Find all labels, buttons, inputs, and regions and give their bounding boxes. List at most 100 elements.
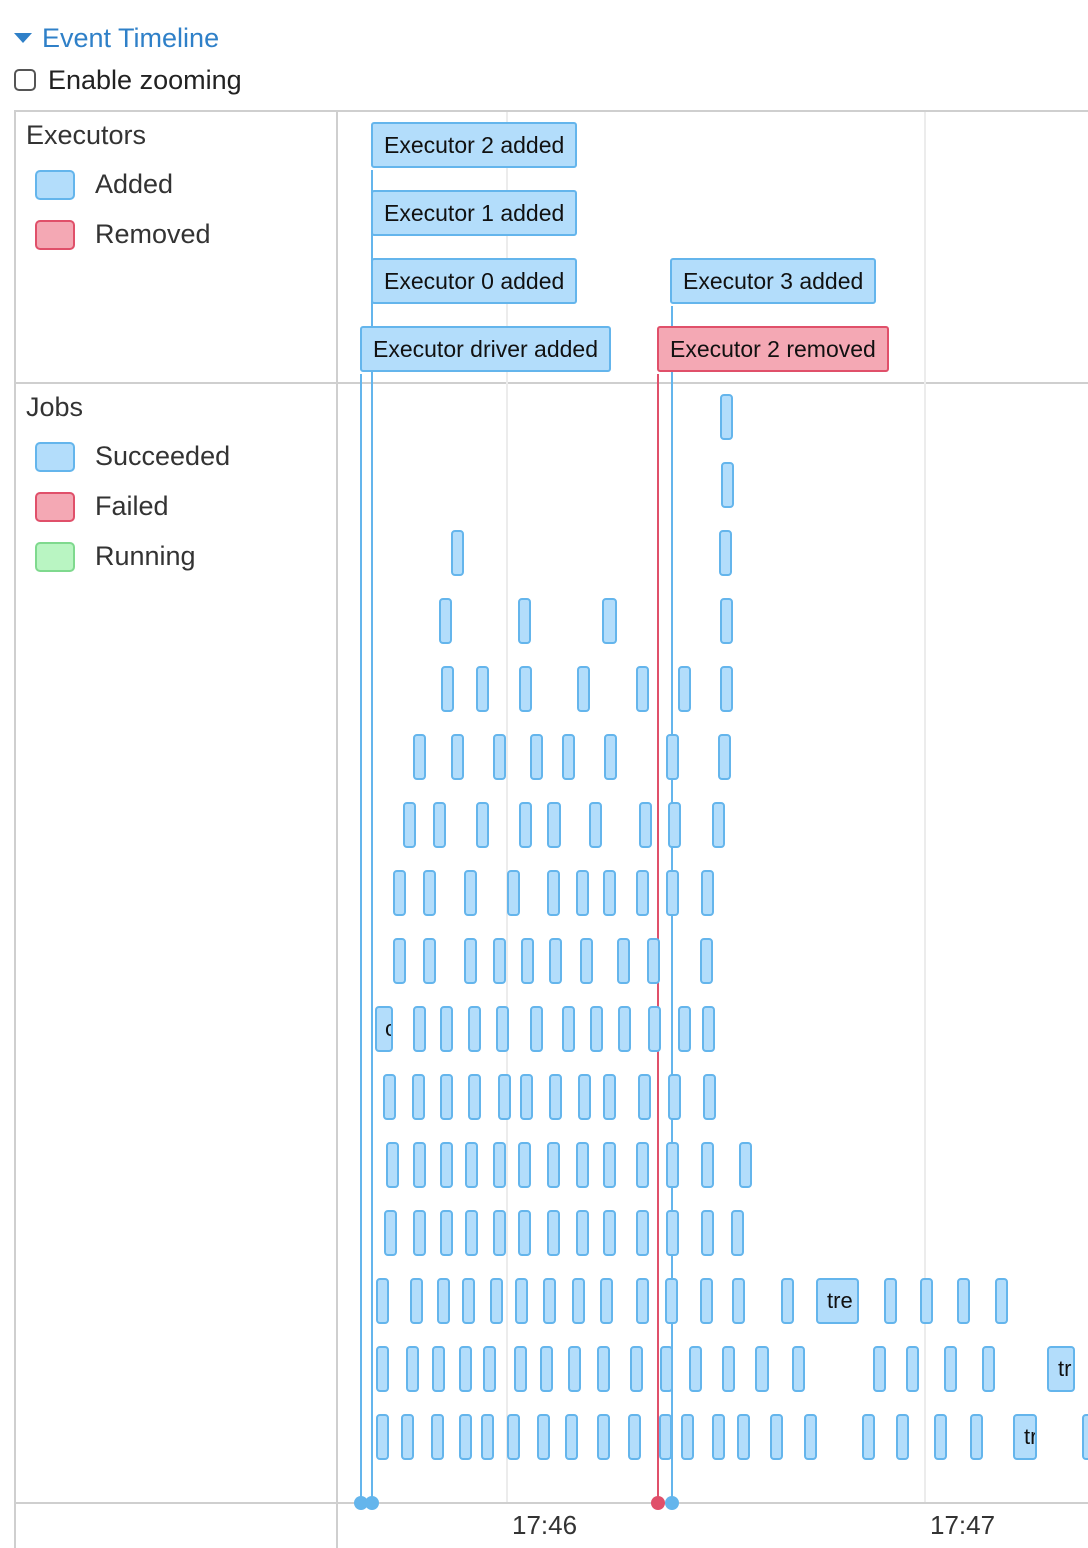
job-bar[interactable] xyxy=(718,734,731,780)
job-bar[interactable] xyxy=(722,1346,735,1392)
job-bar[interactable] xyxy=(576,870,589,916)
job-bar[interactable] xyxy=(423,870,436,916)
job-bar[interactable] xyxy=(481,1414,494,1460)
job-bar[interactable] xyxy=(413,1006,426,1052)
job-bar[interactable] xyxy=(476,666,489,712)
job-bar[interactable] xyxy=(668,1074,681,1120)
job-bar[interactable] xyxy=(701,1142,714,1188)
job-bar[interactable] xyxy=(689,1346,702,1392)
job-bar[interactable] xyxy=(376,1414,389,1460)
job-bar[interactable] xyxy=(540,1346,553,1392)
job-bar[interactable] xyxy=(792,1346,805,1392)
job-bar[interactable] xyxy=(519,802,532,848)
job-bar[interactable] xyxy=(530,734,543,780)
job-bar[interactable] xyxy=(755,1346,769,1392)
job-bar[interactable] xyxy=(804,1414,817,1460)
job-bar[interactable] xyxy=(440,1074,453,1120)
job-bar[interactable] xyxy=(384,1210,397,1256)
job-bar[interactable] xyxy=(568,1346,581,1392)
job-bar[interactable] xyxy=(873,1346,886,1392)
job-bar[interactable] xyxy=(530,1006,543,1052)
job-bar[interactable] xyxy=(603,1210,616,1256)
job-bar[interactable] xyxy=(493,734,506,780)
job-bar[interactable] xyxy=(514,1346,527,1392)
job-bar[interactable] xyxy=(737,1414,750,1460)
job-bar[interactable] xyxy=(498,1074,511,1120)
job-bar[interactable] xyxy=(515,1278,528,1324)
job-bar[interactable] xyxy=(386,1142,399,1188)
job-bar[interactable] xyxy=(496,1006,509,1052)
job-bar[interactable] xyxy=(666,1142,679,1188)
job-bar[interactable] xyxy=(537,1414,550,1460)
job-bar[interactable] xyxy=(666,1210,679,1256)
job-bar[interactable] xyxy=(507,1414,520,1460)
job-bar[interactable] xyxy=(1082,1414,1088,1460)
job-bar[interactable] xyxy=(464,870,477,916)
job-bar[interactable] xyxy=(636,1210,649,1256)
job-bar[interactable] xyxy=(520,1074,533,1120)
job-bar[interactable] xyxy=(944,1346,957,1392)
job-bar[interactable] xyxy=(628,1414,641,1460)
job-bar[interactable] xyxy=(982,1346,995,1392)
job-bar[interactable] xyxy=(636,1142,649,1188)
job-bar[interactable] xyxy=(451,734,464,780)
job-bar[interactable] xyxy=(547,802,561,848)
job-bar[interactable] xyxy=(720,598,733,644)
job-bar[interactable] xyxy=(638,1074,651,1120)
job-bar[interactable] xyxy=(518,598,531,644)
job-bar[interactable]: tr xyxy=(1013,1414,1037,1460)
job-bar[interactable] xyxy=(647,938,660,984)
job-bar[interactable] xyxy=(549,1074,562,1120)
job-bar[interactable] xyxy=(681,1414,694,1460)
event-timeline[interactable]: Executors Added Removed Jobs Succeeded F… xyxy=(14,110,1088,1548)
job-bar[interactable] xyxy=(413,1142,426,1188)
executor-event-box[interactable]: Executor 1 added xyxy=(371,190,578,236)
job-bar[interactable] xyxy=(376,1278,389,1324)
job-bar[interactable] xyxy=(731,1210,744,1256)
job-bar[interactable] xyxy=(600,1278,613,1324)
job-bar[interactable] xyxy=(562,1006,575,1052)
job-bar[interactable] xyxy=(597,1346,610,1392)
job-bar[interactable] xyxy=(465,1142,478,1188)
job-bar[interactable] xyxy=(678,1006,691,1052)
job-bar[interactable] xyxy=(617,938,630,984)
job-bar[interactable] xyxy=(970,1414,983,1460)
job-bar[interactable] xyxy=(562,734,575,780)
job-bar[interactable] xyxy=(602,598,617,644)
job-bar[interactable] xyxy=(580,938,593,984)
job-bar[interactable] xyxy=(636,666,649,712)
event-timeline-toggle[interactable]: Event Timeline xyxy=(14,20,219,56)
job-bar[interactable] xyxy=(739,1142,752,1188)
job-bar[interactable] xyxy=(462,1278,475,1324)
job-bar[interactable] xyxy=(459,1414,472,1460)
job-bar[interactable] xyxy=(413,734,426,780)
job-bar[interactable] xyxy=(412,1074,425,1120)
executor-event-box[interactable]: Executor driver added xyxy=(360,326,612,372)
job-bar[interactable] xyxy=(636,870,649,916)
job-bar[interactable] xyxy=(884,1278,897,1324)
job-bar[interactable] xyxy=(577,666,590,712)
job-bar[interactable] xyxy=(493,1210,506,1256)
job-bar[interactable] xyxy=(660,1346,673,1392)
job-bar[interactable] xyxy=(648,1006,661,1052)
job-bar[interactable] xyxy=(476,802,489,848)
job-bar[interactable] xyxy=(410,1278,423,1324)
job-bar[interactable] xyxy=(666,734,679,780)
job-bar[interactable] xyxy=(678,666,691,712)
job-bar[interactable] xyxy=(547,1142,560,1188)
job-bar[interactable] xyxy=(521,938,534,984)
job-bar[interactable] xyxy=(547,870,560,916)
job-bar[interactable] xyxy=(437,1278,450,1324)
job-bar[interactable] xyxy=(401,1414,414,1460)
job-bar[interactable] xyxy=(576,1142,589,1188)
job-bar[interactable] xyxy=(934,1414,947,1460)
job-bar[interactable] xyxy=(468,1074,481,1120)
job-bar[interactable] xyxy=(413,1210,426,1256)
job-bar[interactable] xyxy=(668,802,681,848)
job-bar[interactable] xyxy=(393,870,406,916)
job-bar[interactable]: tre xyxy=(816,1278,859,1324)
job-bar[interactable] xyxy=(433,802,446,848)
job-bar[interactable] xyxy=(603,870,616,916)
job-bar[interactable] xyxy=(781,1278,794,1324)
job-bar[interactable] xyxy=(732,1278,745,1324)
